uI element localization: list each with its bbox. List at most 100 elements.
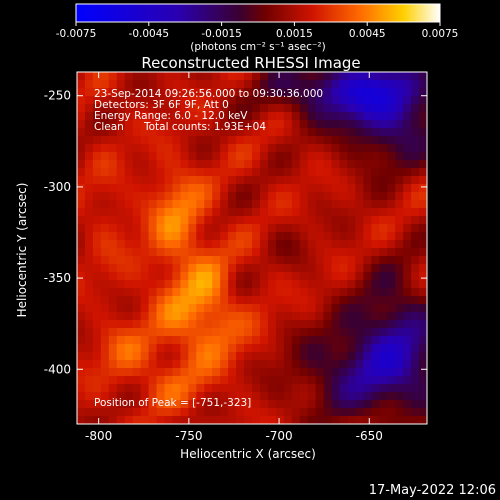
heatmap-cell [108,120,118,129]
heatmap-cell [164,96,174,105]
heatmap-cell [92,104,102,113]
heatmap-cell [291,296,301,305]
heatmap-cell [124,336,134,345]
heatmap-cell [212,240,221,249]
heatmap-cell [244,160,253,169]
heatmap-cell [307,232,317,241]
heatmap-cell [212,88,221,97]
heatmap-cell [299,216,309,225]
heatmap-cell [244,128,253,137]
heatmap-cell [156,296,166,305]
heatmap-cell [339,104,349,113]
heatmap-cell [132,352,142,361]
heatmap-cell [140,128,150,137]
heatmap-cell [395,80,404,89]
heatmap-cell [363,296,372,305]
heatmap-cell [77,192,86,201]
heatmap-cell [275,296,285,305]
heatmap-cell [267,384,277,393]
heatmap-cell [164,376,174,385]
heatmap-cell [108,200,118,209]
heatmap-cell [419,312,427,321]
heatmap-cell [108,216,118,225]
heatmap-cell [379,288,388,297]
heatmap-cell [259,384,269,393]
heatmap-cell [315,232,325,241]
heatmap-cell [132,280,142,289]
heatmap-cell [283,192,293,201]
heatmap-cell [172,384,181,393]
heatmap-cell [156,312,166,321]
heatmap-cell [259,216,269,225]
heatmap-cell [236,416,245,424]
heatmap-cell [188,304,197,313]
heatmap-cell [307,416,317,424]
heatmap-cell [92,336,102,345]
heatmap-cell [267,88,277,97]
heatmap-cell [100,136,110,145]
heatmap-cell [92,128,102,137]
heatmap-cell [124,88,134,97]
heatmap-cell [403,416,412,424]
heatmap-cell [204,208,213,217]
heatmap-cell [339,88,349,97]
heatmap-cell [156,72,166,81]
heatmap-cell [92,392,102,401]
heatmap-cell [275,184,285,193]
heatmap-cell [148,360,158,369]
heatmap-cell [363,72,372,81]
heatmap-cell [379,376,388,385]
heatmap-cell [228,120,237,129]
heatmap-cell [403,104,412,113]
heatmap-cell [172,272,181,281]
heatmap-cell [124,144,134,153]
heatmap-cell [188,368,197,377]
heatmap-cell [331,344,341,353]
heatmap-cell [355,368,364,377]
heatmap-cell [371,160,380,169]
heatmap-cell [283,368,293,377]
heatmap-cell [132,232,142,241]
heatmap-cell [252,272,261,281]
heatmap-cell [124,288,134,297]
heatmap-cell [140,176,150,185]
heatmap-cell [132,368,142,377]
heatmap-cell [116,224,126,233]
heatmap-cell [347,176,356,185]
heatmap-cell [267,392,277,401]
heatmap-cell [77,88,86,97]
heatmap-cell [132,208,142,217]
heatmap-cell [92,192,102,201]
heatmap-cell [164,136,174,145]
heatmap-cell [291,416,301,424]
heatmap-cell [267,224,277,233]
heatmap-cell [371,400,380,409]
heatmap-cell [315,208,325,217]
heatmap-cell [196,408,205,417]
heatmap-cell [411,240,420,249]
heatmap-cell [252,384,261,393]
heatmap-cell [236,200,245,209]
heatmap-cell [180,176,189,185]
heatmap-cell [132,216,142,225]
heatmap-cell [347,136,356,145]
heatmap-cell [259,328,269,337]
heatmap-cell [188,120,197,129]
heatmap-cell [108,368,118,377]
heatmap-cell [315,200,325,209]
heatmap-cell [84,192,94,201]
heatmap-cell [323,272,333,281]
heatmap-cell [339,144,349,153]
heatmap-cell [156,144,166,153]
heatmap-cell [331,392,341,401]
heatmap-cell [283,360,293,369]
heatmap-cell [315,96,325,105]
heatmap-cell [132,184,142,193]
heatmap-cell [403,392,412,401]
heatmap-cell [267,208,277,217]
heatmap-cell [100,368,110,377]
heatmap-cell [164,152,174,161]
heatmap-cell [244,280,253,289]
heatmap-cell [387,368,396,377]
heatmap-cell [196,368,205,377]
